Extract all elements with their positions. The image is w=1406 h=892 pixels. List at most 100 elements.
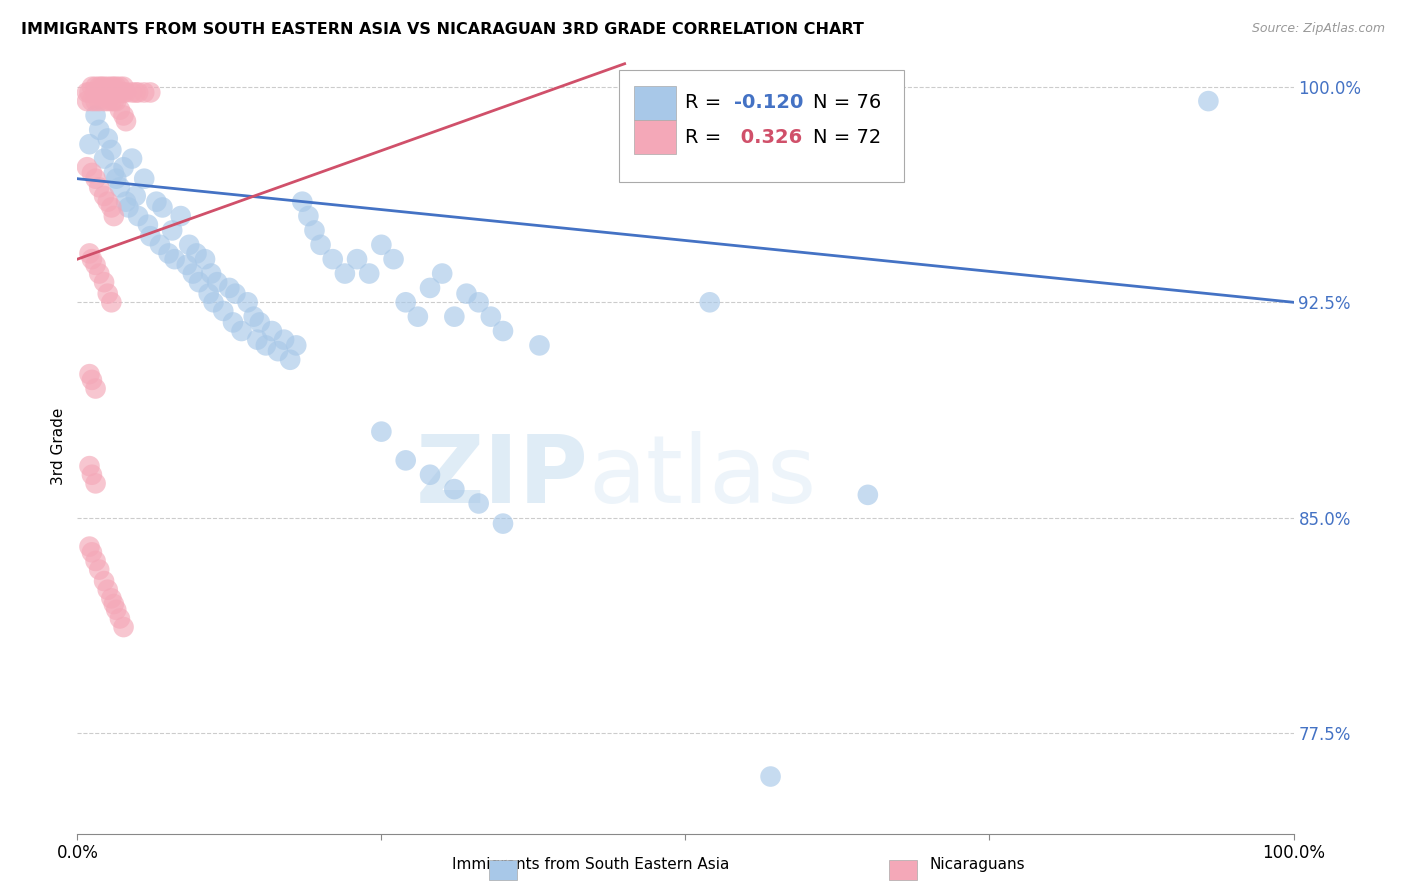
- Point: [200, 267, 222, 281]
- Point: [224, 286, 246, 301]
- Point: [149, 237, 172, 252]
- Point: [115, 86, 138, 100]
- Text: ZIP: ZIP: [415, 431, 588, 523]
- Point: [100, 79, 122, 94]
- Point: [112, 620, 135, 634]
- Point: [97, 79, 120, 94]
- Point: [108, 103, 131, 117]
- Point: [278, 352, 301, 367]
- Point: [467, 295, 489, 310]
- Point: [115, 194, 138, 209]
- Point: [103, 597, 125, 611]
- Point: [105, 79, 128, 94]
- Point: [93, 152, 115, 166]
- Point: [80, 252, 103, 267]
- Point: [89, 267, 111, 281]
- Text: Source: ZipAtlas.com: Source: ZipAtlas.com: [1251, 22, 1385, 36]
- Point: [80, 166, 103, 180]
- Point: [79, 86, 101, 100]
- Point: [89, 94, 111, 108]
- Point: [93, 574, 115, 588]
- Point: [222, 315, 245, 329]
- Point: [84, 108, 107, 122]
- Point: [100, 591, 122, 606]
- Point: [84, 79, 107, 94]
- Point: [242, 310, 264, 324]
- Point: [304, 223, 326, 237]
- Point: [97, 131, 120, 145]
- Y-axis label: 3rd Grade: 3rd Grade: [51, 408, 66, 484]
- Point: [76, 94, 98, 108]
- Point: [112, 160, 135, 174]
- Point: [479, 310, 502, 324]
- Point: [79, 137, 101, 152]
- Point: [108, 180, 131, 194]
- Point: [79, 459, 101, 474]
- Point: [467, 496, 489, 510]
- Point: [382, 252, 405, 267]
- Point: [89, 86, 111, 100]
- Point: [443, 482, 465, 496]
- Point: [205, 275, 228, 289]
- FancyBboxPatch shape: [634, 86, 676, 120]
- Point: [84, 171, 107, 186]
- Point: [127, 209, 149, 223]
- Point: [136, 218, 159, 232]
- FancyBboxPatch shape: [619, 70, 904, 182]
- Point: [134, 86, 156, 100]
- Point: [157, 246, 180, 260]
- Point: [93, 189, 115, 203]
- Point: [236, 295, 259, 310]
- Point: [430, 267, 453, 281]
- Point: [90, 79, 112, 94]
- Point: [285, 338, 308, 352]
- Point: [97, 194, 120, 209]
- Point: [89, 563, 111, 577]
- Point: [145, 194, 167, 209]
- Point: [370, 425, 392, 439]
- Point: [492, 324, 515, 338]
- Point: [108, 86, 131, 100]
- Point: [84, 382, 107, 396]
- Point: [127, 86, 149, 100]
- Point: [125, 189, 148, 203]
- Text: -0.120: -0.120: [734, 94, 803, 112]
- Point: [105, 86, 128, 100]
- Point: [370, 237, 392, 252]
- Point: [297, 209, 319, 223]
- Point: [160, 223, 183, 237]
- Point: [346, 252, 368, 267]
- Point: [456, 286, 478, 301]
- Point: [260, 324, 283, 338]
- Point: [115, 114, 138, 128]
- Point: [443, 310, 465, 324]
- Point: [139, 229, 162, 244]
- Point: [80, 467, 103, 482]
- Point: [100, 295, 122, 310]
- Point: [105, 94, 128, 108]
- Text: N = 76: N = 76: [813, 94, 882, 112]
- Point: [79, 246, 101, 260]
- Point: [529, 338, 551, 352]
- Point: [152, 201, 174, 215]
- Point: [97, 286, 120, 301]
- Point: [112, 108, 135, 122]
- Point: [395, 295, 418, 310]
- Point: [89, 123, 111, 137]
- Point: [80, 94, 103, 108]
- Point: [103, 86, 125, 100]
- Point: [395, 453, 418, 467]
- Point: [406, 310, 429, 324]
- Point: [218, 281, 240, 295]
- Point: [856, 488, 879, 502]
- Point: [176, 258, 198, 272]
- Point: [212, 304, 235, 318]
- Point: [100, 86, 122, 100]
- Point: [231, 324, 253, 338]
- Text: IMMIGRANTS FROM SOUTH EASTERN ASIA VS NICARAGUAN 3RD GRADE CORRELATION CHART: IMMIGRANTS FROM SOUTH EASTERN ASIA VS NI…: [21, 22, 863, 37]
- Point: [80, 79, 103, 94]
- Point: [121, 152, 143, 166]
- Point: [100, 143, 122, 157]
- Point: [76, 160, 98, 174]
- Point: [1197, 94, 1219, 108]
